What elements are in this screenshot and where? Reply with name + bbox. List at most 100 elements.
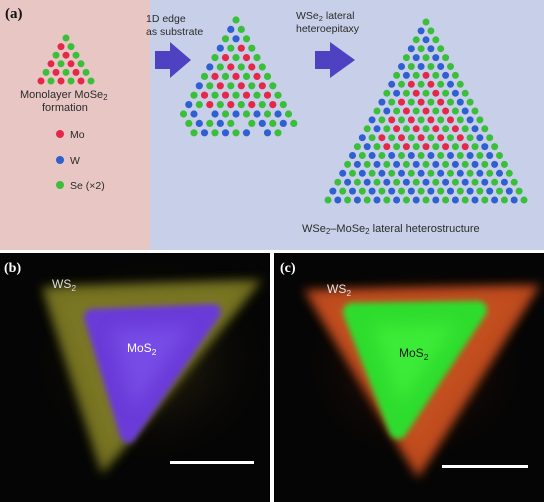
se-atom: [486, 134, 494, 142]
se-atom: [363, 160, 371, 168]
se-atom: [57, 60, 65, 68]
se-atom: [515, 187, 523, 195]
se-atom: [437, 45, 445, 53]
se-atom: [211, 91, 219, 99]
mo-atom: [37, 77, 45, 85]
se-atom: [344, 160, 352, 168]
se-atom: [242, 110, 251, 118]
mo-atom: [432, 89, 440, 97]
w-atom: [432, 196, 440, 204]
panel-b-ws2-label: WS2: [52, 277, 76, 293]
mo-atom: [447, 116, 454, 124]
mo-atom: [383, 143, 391, 151]
w-atom: [195, 119, 203, 127]
se-atom: [388, 134, 396, 142]
se-atom: [274, 91, 282, 99]
w-atom: [451, 196, 459, 204]
se-atom: [466, 169, 474, 177]
se-atom: [422, 160, 430, 168]
mo-atom: [417, 134, 425, 142]
w-atom: [398, 63, 405, 70]
se-atom: [402, 89, 410, 97]
se-atom: [481, 196, 489, 204]
se-atom: [422, 18, 430, 26]
se-atom: [383, 160, 391, 168]
arrow-1d-edge: [155, 42, 191, 78]
w-atom: [466, 152, 474, 159]
w-atom: [263, 129, 272, 137]
w-atom: [486, 152, 494, 159]
mo-atom: [242, 91, 251, 99]
w-atom: [378, 169, 386, 177]
se-atom: [195, 101, 203, 109]
mo-atom: [451, 125, 459, 133]
se-atom: [417, 116, 425, 124]
mo-atom: [77, 77, 85, 85]
w-atom: [398, 169, 405, 177]
se-atom: [42, 68, 50, 76]
se-atom: [227, 44, 235, 52]
se-atom: [496, 152, 503, 159]
se-atom: [456, 116, 464, 124]
w-atom: [349, 152, 356, 159]
w-atom: [417, 169, 425, 177]
se-atom: [206, 82, 214, 90]
se-atom: [432, 107, 440, 115]
step2-line1: WSe2 lateral: [296, 10, 354, 23]
mo-atom: [456, 134, 464, 142]
se-atom: [284, 110, 293, 118]
step1-line1: 1D edge: [146, 13, 186, 25]
se-atom: [237, 25, 245, 33]
mo-atom: [227, 63, 235, 71]
se-atom: [67, 77, 75, 85]
w-atom: [412, 160, 420, 168]
panel-b-mos2-label: MoS2: [127, 341, 157, 357]
mo-atom: [47, 60, 55, 68]
w-atom: [279, 119, 287, 127]
element-legend: Mo W Se (×2): [56, 129, 105, 192]
formation-line2: formation: [42, 102, 88, 114]
edge-substrate-lattice: [179, 16, 298, 137]
se-atom: [447, 98, 454, 106]
panel-b: (b) WS2 MoS2: [0, 250, 275, 502]
se-atom: [437, 80, 445, 88]
se-atom: [417, 80, 425, 88]
se-atom: [248, 82, 256, 90]
w-atom: [422, 36, 430, 44]
se-atom: [290, 119, 298, 127]
mo-atom: [388, 116, 396, 124]
legend-w-marker: [56, 156, 64, 164]
w-atom: [393, 89, 401, 97]
se-atom: [221, 72, 230, 80]
w-atom: [344, 178, 352, 186]
w-atom: [447, 152, 454, 159]
mo-atom: [422, 143, 430, 151]
se-atom: [383, 125, 391, 133]
w-atom: [242, 129, 251, 137]
w-atom: [334, 196, 342, 204]
se-atom: [451, 107, 459, 115]
se-atom: [358, 152, 366, 159]
w-atom: [427, 152, 435, 159]
mo-atom: [427, 80, 435, 88]
se-atom: [358, 187, 366, 195]
se-atom: [393, 107, 401, 115]
se-atom: [77, 60, 85, 68]
se-atom: [334, 178, 342, 186]
se-atom: [388, 98, 396, 106]
se-atom: [263, 72, 272, 80]
se-atom: [471, 107, 479, 115]
w-atom: [232, 110, 240, 118]
w-atom: [442, 178, 450, 186]
w-atom: [253, 110, 261, 118]
w-atom: [481, 143, 489, 151]
se-atom: [437, 187, 445, 195]
se-atom: [500, 196, 508, 204]
w-atom: [195, 82, 203, 90]
w-atom: [432, 160, 440, 168]
mo-atom: [227, 101, 235, 109]
se-atom: [221, 35, 230, 43]
mo-atom: [232, 72, 240, 80]
se-atom: [393, 178, 401, 186]
heterostructure-lattice: [324, 18, 528, 204]
